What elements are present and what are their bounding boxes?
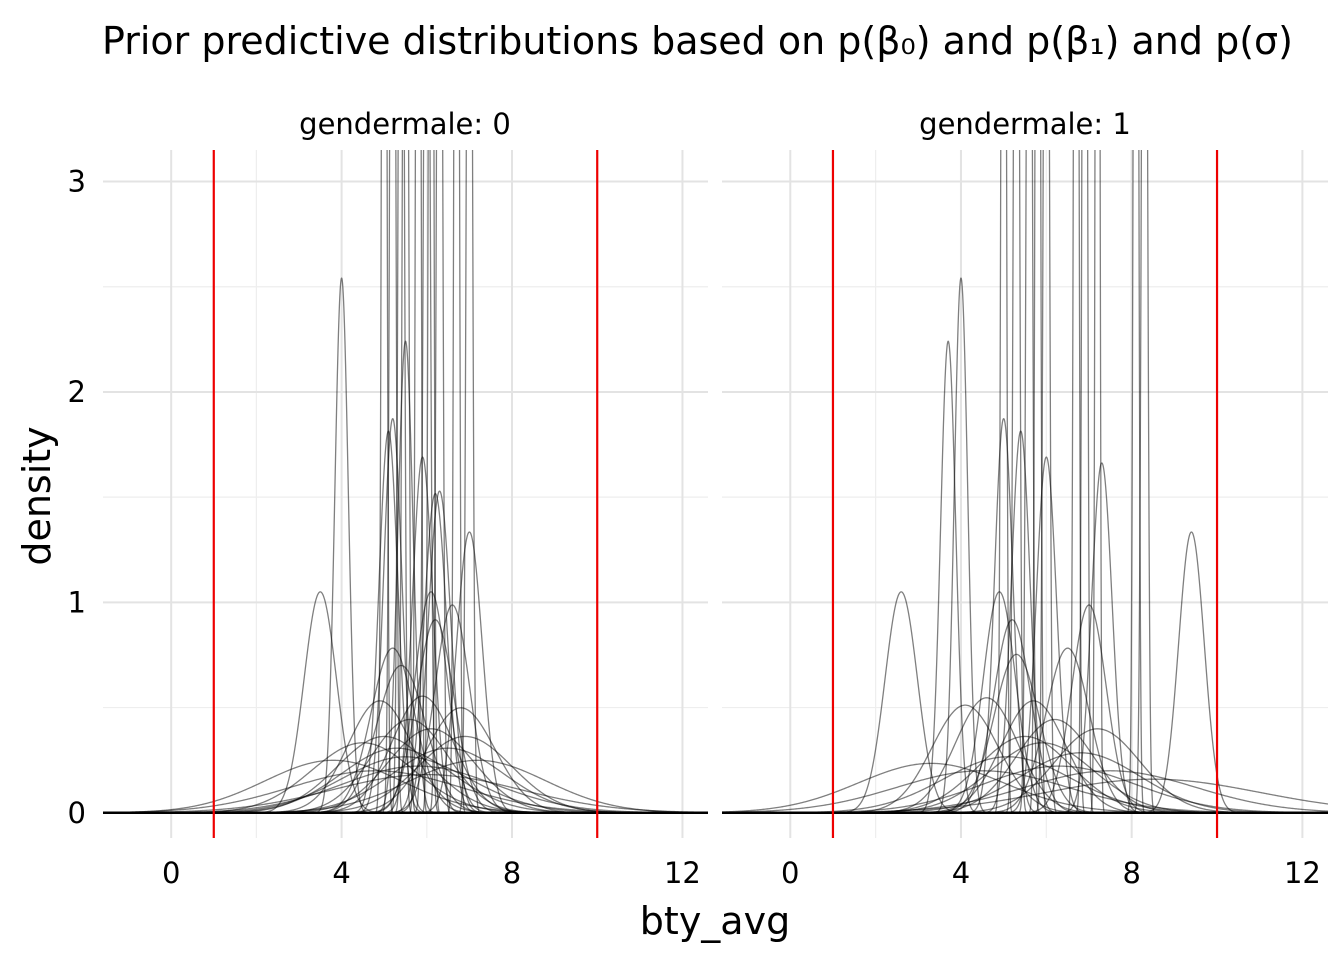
density-curve <box>722 604 1328 814</box>
facet-panel-gendermale-1: gendermale: 1 <box>722 107 1328 838</box>
y-tick-label: 3 <box>68 165 86 199</box>
density-curve <box>103 695 708 814</box>
x-tick-label: 8 <box>503 856 521 890</box>
x-axis: 0 4 8 12 0 4 8 12 <box>162 856 1321 890</box>
facet-panel-gendermale-0: gendermale: 0 <box>103 107 708 838</box>
x-tick-label: 4 <box>952 856 970 890</box>
x-tick-label: 0 <box>162 856 180 890</box>
density-curve <box>103 773 708 814</box>
facet-strip-label: gendermale: 0 <box>299 107 511 141</box>
y-axis-title: density <box>15 426 59 565</box>
x-tick-label: 8 <box>1122 856 1140 890</box>
x-tick-label: 4 <box>332 856 350 890</box>
facet-strip-label: gendermale: 1 <box>919 107 1131 141</box>
x-axis-title: bty_avg <box>640 899 790 943</box>
y-tick-label: 0 <box>68 796 86 830</box>
density-curve <box>722 697 1328 814</box>
density-curve <box>103 604 708 814</box>
chart-title: Prior predictive distributions based on … <box>102 19 1293 63</box>
x-tick-label: 0 <box>781 856 799 890</box>
y-axis: 0 1 2 3 <box>68 165 86 830</box>
y-tick-label: 2 <box>68 375 86 409</box>
x-tick-label: 12 <box>664 856 701 890</box>
x-tick-label: 12 <box>1284 856 1321 890</box>
y-tick-label: 1 <box>68 585 86 619</box>
